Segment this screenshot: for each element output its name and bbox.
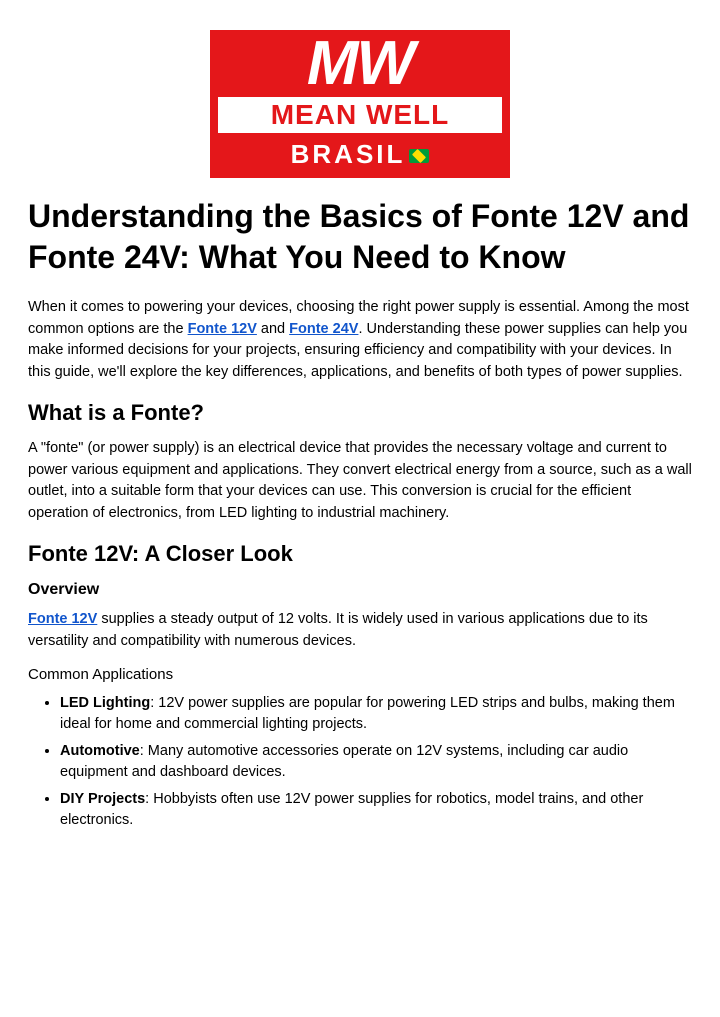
common-applications-label: Common Applications — [28, 666, 692, 683]
list-item-text: : Hobbyists often use 12V power supplies… — [60, 791, 643, 828]
intro-paragraph: When it comes to powering your devices, … — [28, 297, 692, 384]
what-is-fonte-body: A "fonte" (or power supply) is an electr… — [28, 438, 692, 525]
logo-brasil-label: BRASIL — [291, 139, 406, 169]
page-title: Understanding the Basics of Fonte 12V an… — [28, 196, 692, 279]
brazil-flag-icon — [409, 149, 429, 163]
overview-label: Overview — [28, 581, 692, 599]
list-item-text: : Many automotive accessories operate on… — [60, 743, 628, 780]
fonte-12v-overview-link[interactable]: Fonte 12V — [28, 611, 97, 627]
logo-meanwell-text: MEAN WELL — [218, 97, 502, 133]
fonte-24v-link[interactable]: Fonte 24V — [289, 321, 358, 337]
fonte-12v-link[interactable]: Fonte 12V — [188, 321, 257, 337]
overview-paragraph: Fonte 12V supplies a steady output of 12… — [28, 609, 692, 653]
logo-mw-text: MW — [210, 38, 510, 91]
applications-list: LED Lighting: 12V power supplies are pop… — [60, 693, 692, 831]
heading-what-is-fonte: What is a Fonte? — [28, 400, 692, 426]
intro-text-b: and — [257, 321, 289, 337]
brand-logo: MW MEAN WELL BRASIL — [210, 30, 510, 178]
list-item: DIY Projects: Hobbyists often use 12V po… — [60, 789, 692, 831]
list-item: LED Lighting: 12V power supplies are pop… — [60, 693, 692, 735]
list-item-bold: DIY Projects — [60, 791, 145, 807]
list-item-bold: Automotive — [60, 743, 140, 759]
logo-container: MW MEAN WELL BRASIL — [28, 30, 692, 178]
overview-text: supplies a steady output of 12 volts. It… — [28, 611, 648, 649]
heading-fonte-12v: Fonte 12V: A Closer Look — [28, 541, 692, 567]
list-item-text: : 12V power supplies are popular for pow… — [60, 695, 675, 732]
list-item-bold: LED Lighting — [60, 695, 150, 711]
logo-brasil-text: BRASIL — [210, 133, 510, 178]
list-item: Automotive: Many automotive accessories … — [60, 741, 692, 783]
